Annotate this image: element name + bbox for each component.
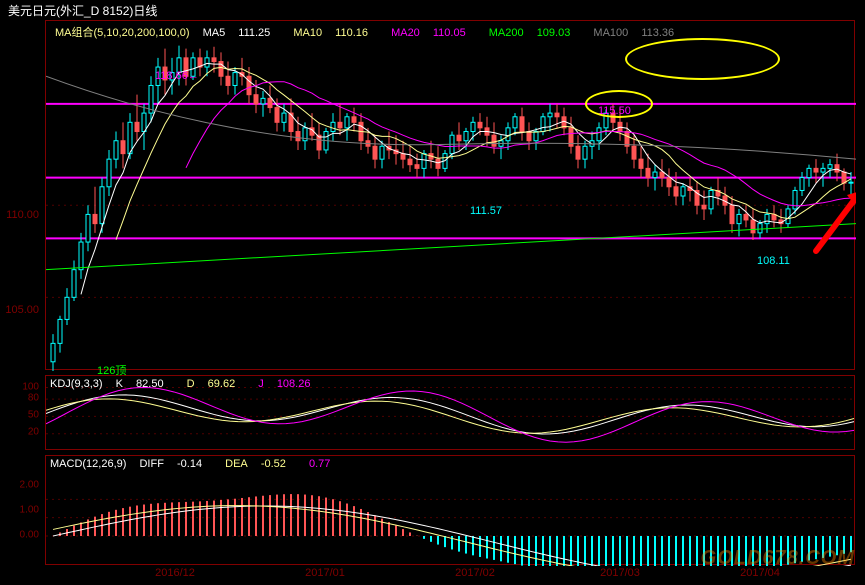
kdj-j: J 108.26 — [258, 378, 320, 390]
chart-title: 美元日元(外汇_D 8152)日线 — [8, 2, 157, 19]
kdj-params: KDJ(9,3,3) — [50, 378, 103, 390]
kdj-k: K 82.50 — [116, 378, 174, 390]
price-axis: 110.00105.00 — [0, 20, 45, 370]
ma200-item: MA200 109.03 — [489, 27, 581, 39]
ma-legend: MA组合(5,10,20,200,100,0) MA5 111.25 MA10 … — [55, 24, 694, 40]
macd-dea: DEA -0.52 — [225, 458, 296, 470]
chart-container: 美元日元(外汇_D 8152)日线 MA组合(5,10,20,200,100,0… — [0, 0, 865, 585]
kdj-d: D 69.62 — [187, 378, 246, 390]
ma-params: MA组合(5,10,20,200,100,0) — [55, 27, 190, 39]
macd-bar: 0.77 — [309, 458, 330, 470]
macd-axis: 2.001.000.00 — [0, 455, 45, 565]
kdj-legend: KDJ(9,3,3) K 82.50 D 69.62 J 108.26 — [50, 378, 330, 390]
kdj-axis: 100805020 — [0, 375, 45, 450]
ma5-item: MA5 111.25 — [203, 27, 281, 39]
macd-diff: DIFF -0.14 — [139, 458, 212, 470]
watermark: GOLD678.COM — [701, 547, 855, 570]
macd-legend: MACD(12,26,9) DIFF -0.14 DEA -0.52 0.77 — [50, 458, 340, 470]
ma20-item: MA20 110.05 — [391, 27, 476, 39]
ma10-item: MA10 110.16 — [293, 27, 378, 39]
ma100-item: MA100 113.36 — [593, 27, 684, 39]
macd-params: MACD(12,26,9) — [50, 458, 126, 470]
